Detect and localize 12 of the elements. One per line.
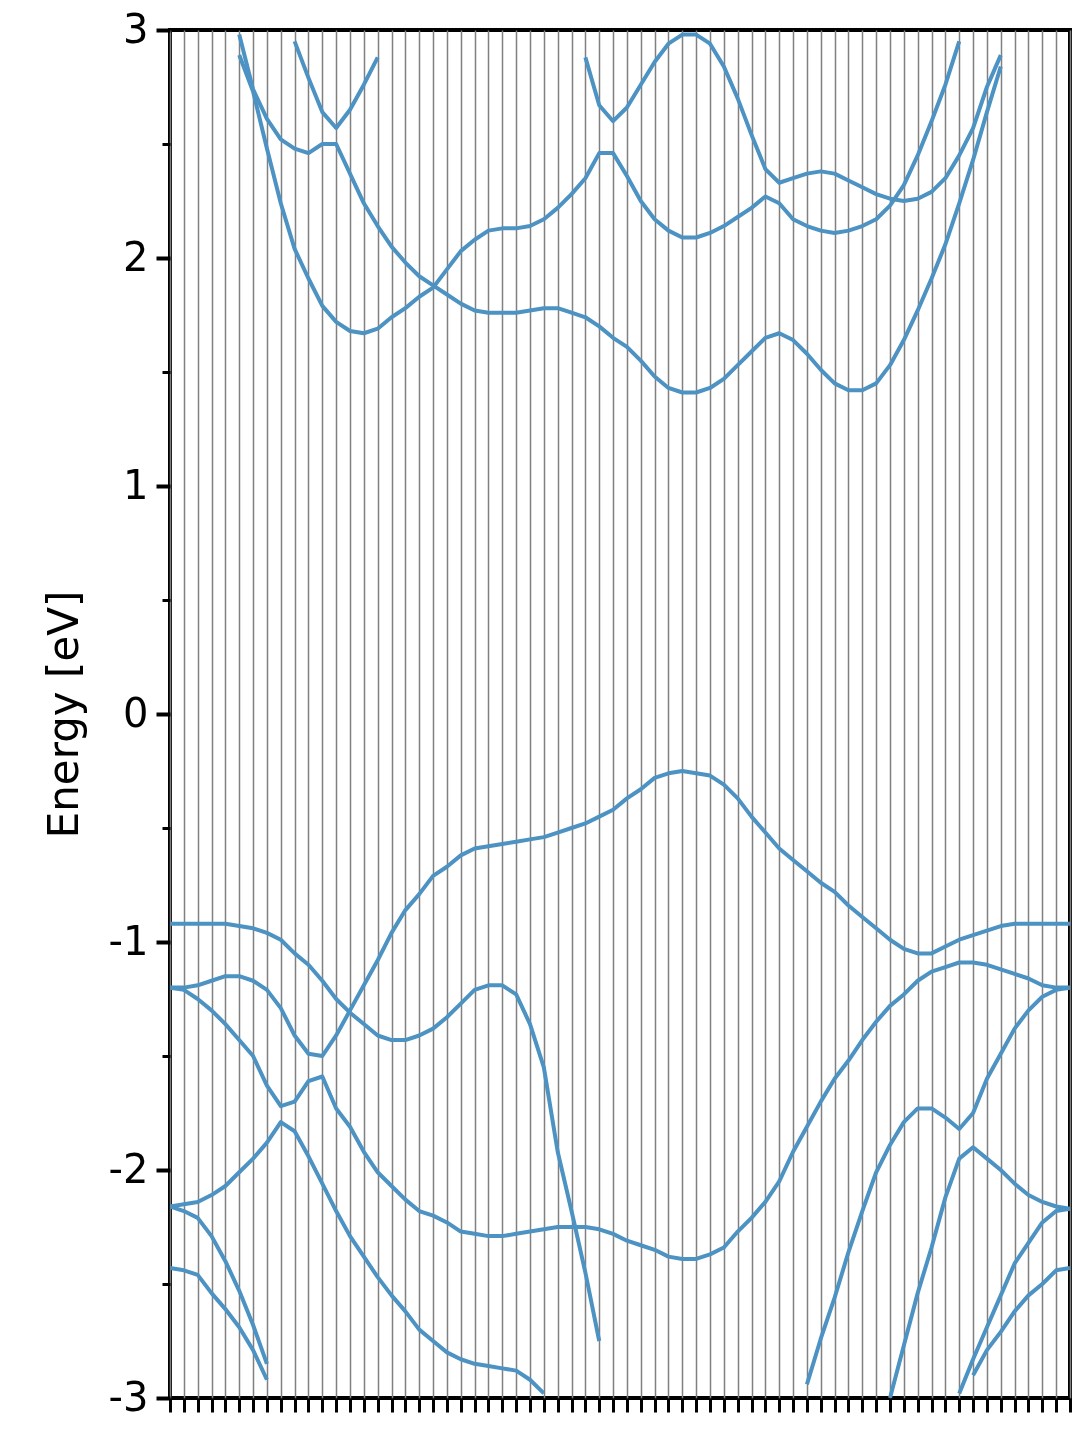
y-tick-label: -1 [108,917,149,964]
line-series [971,1266,1070,1378]
line-series [170,1266,269,1382]
y-tick-label: 2 [123,233,149,280]
y-axis-title: Energy [eV] [38,590,88,839]
y-tick-label: -3 [108,1373,149,1420]
y-tick-label: 0 [123,689,149,736]
y-tick-label: 1 [123,461,149,508]
line-series [237,32,1003,395]
line-series [292,39,380,131]
y-tick-label: -2 [108,1145,149,1192]
y-tick-label: 3 [123,5,149,52]
